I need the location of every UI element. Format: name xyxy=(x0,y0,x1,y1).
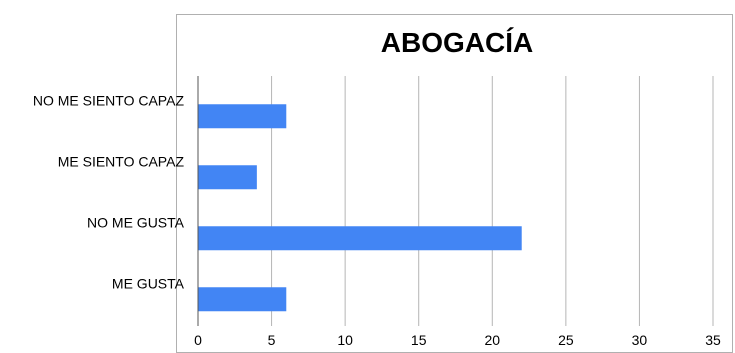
x-tick-label: 35 xyxy=(705,332,721,348)
x-tick-label: 0 xyxy=(194,332,202,348)
gridlines xyxy=(271,76,714,326)
bar xyxy=(198,226,522,251)
bars xyxy=(198,104,522,312)
x-tick-label: 20 xyxy=(484,332,500,348)
category-labels: NO ME SIENTO CAPAZ ME SIENTO CAPAZ NO ME G… xyxy=(33,92,185,291)
chart-title: ABOGACÍA xyxy=(381,27,533,58)
x-tick-label: 10 xyxy=(337,332,353,348)
category-label: ME GUSTA xyxy=(112,275,185,291)
category-label: NO ME SIENTO CAPAZ xyxy=(33,92,185,108)
bar xyxy=(198,287,287,312)
bar xyxy=(198,104,287,129)
category-label: NO ME GUSTA xyxy=(87,214,185,230)
x-tick-label: 15 xyxy=(411,332,427,348)
x-tick-labels: 0 5 10 15 20 25 30 35 xyxy=(194,332,721,348)
x-tick-label: 25 xyxy=(558,332,574,348)
x-tick-label: 5 xyxy=(268,332,276,348)
bar xyxy=(198,165,257,190)
x-tick-label: 30 xyxy=(632,332,648,348)
category-label: ME SIENTO CAPAZ xyxy=(58,153,185,169)
